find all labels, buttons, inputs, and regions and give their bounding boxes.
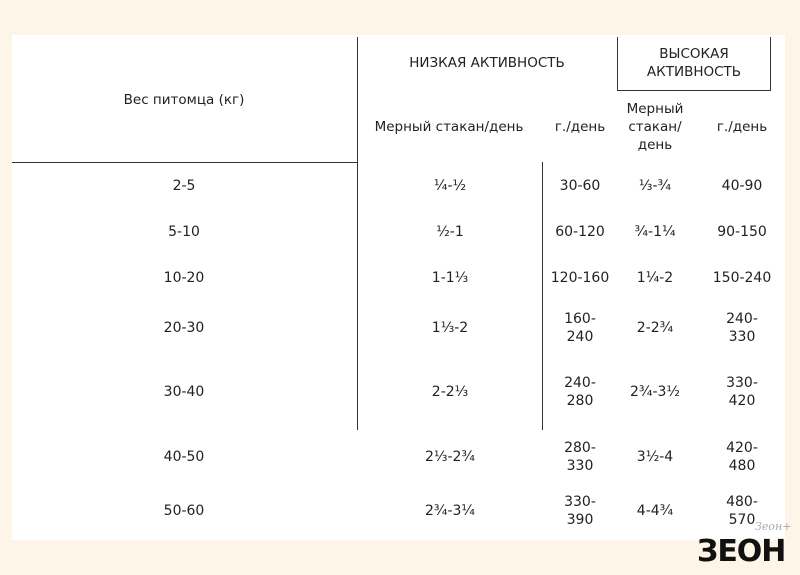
rule	[542, 162, 543, 430]
weight-cell: 20-30	[163, 320, 205, 336]
weight-cell: 10-20	[163, 270, 205, 286]
header-low-cup: Мерный стакан/день	[374, 119, 524, 135]
low-cup-cell: 1⅓-2	[431, 320, 469, 336]
header-low-g: г./день	[554, 119, 606, 135]
rule	[357, 37, 358, 430]
high-cup-cell: 2-2¾	[636, 320, 674, 336]
high-g-cell: 150-240	[712, 270, 772, 286]
high-g-cell: 330-420	[726, 375, 758, 409]
header-weight: Вес питомца (кг)	[123, 92, 245, 108]
high-cup-cell: 4-4¾	[636, 503, 674, 519]
high-g-cell: 90-150	[717, 224, 767, 240]
low-g-cell: 30-60	[559, 178, 601, 194]
header-high-cup: Мерный стакан/ день	[626, 101, 684, 153]
table: Вес питомца (кг) НИЗКАЯ АКТИВНОСТЬ ВЫСОК…	[12, 35, 785, 540]
low-g-cell: 330-390	[564, 494, 596, 528]
high-cup-cell: 3½-4	[636, 449, 674, 465]
high-g-cell: 420-480	[726, 440, 758, 474]
low-cup-cell: 1-1⅓	[431, 270, 469, 286]
rule	[617, 90, 771, 91]
high-cup-cell: ⅓-¾	[638, 178, 672, 194]
low-g-cell: 60-120	[555, 224, 605, 240]
low-cup-cell: 2⅓-2¾	[424, 449, 476, 465]
rule	[12, 162, 357, 163]
high-cup-cell: 1¼-2	[636, 270, 674, 286]
low-cup-cell: 2¾-3¼	[424, 503, 476, 519]
high-cup-cell: ¾-1¼	[634, 224, 676, 240]
header-high: ВЫСОКАЯ АКТИВНОСТЬ	[646, 46, 742, 80]
low-g-cell: 280-330	[564, 440, 596, 474]
header-high-g: г./день	[716, 119, 768, 135]
weight-cell: 30-40	[163, 384, 205, 400]
high-cup-cell: 2¾-3½	[629, 384, 681, 400]
weight-cell: 50-60	[163, 503, 205, 519]
weight-cell: 5-10	[168, 224, 200, 240]
high-g-cell: 240-330	[726, 311, 758, 345]
low-cup-cell: 2-2⅓	[431, 384, 469, 400]
weight-cell: 2-5	[172, 178, 196, 194]
header-low: НИЗКАЯ АКТИВНОСТЬ	[409, 55, 565, 71]
logo: ЗЕОН	[697, 534, 786, 569]
high-g-cell: 480-570	[726, 494, 758, 528]
high-g-cell: 40-90	[721, 178, 763, 194]
low-g-cell: 240-280	[564, 375, 596, 409]
low-cup-cell: ¼-½	[433, 178, 467, 194]
rule	[770, 37, 771, 90]
low-g-cell: 120-160	[550, 270, 610, 286]
weight-cell: 40-50	[163, 449, 205, 465]
low-cup-cell: ½-1	[436, 224, 464, 240]
rule	[617, 37, 618, 90]
watermark: Зеон+	[755, 520, 792, 533]
low-g-cell: 160-240	[564, 311, 596, 345]
